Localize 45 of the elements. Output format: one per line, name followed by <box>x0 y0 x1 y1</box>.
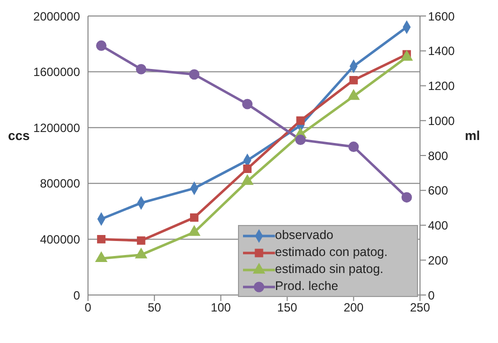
y2-tick-label: 600 <box>428 184 448 198</box>
y2-tick-label: 1400 <box>428 44 456 58</box>
y-tick-label: 0 <box>73 288 80 302</box>
x-tick-label: 50 <box>148 300 162 315</box>
point <box>402 192 412 203</box>
legend-label: estimado con patog. <box>275 244 388 261</box>
y-tick-label: 1600000 <box>33 65 80 80</box>
x-tick-label: 250 <box>410 300 430 315</box>
point <box>296 116 305 125</box>
point <box>349 76 358 84</box>
y-axis-title: ccs <box>8 128 30 144</box>
y2-tick-label: 400 <box>428 218 448 233</box>
legend-label: estimado sin patog. <box>275 261 384 278</box>
y-tick-label: 2000000 <box>33 9 80 24</box>
x-tick-label: 100 <box>210 300 232 315</box>
point <box>188 226 200 236</box>
point <box>348 90 360 100</box>
y2-tick-label: 800 <box>428 148 448 163</box>
point <box>96 40 106 51</box>
point <box>189 69 200 80</box>
y-tick-label: 400000 <box>40 232 80 246</box>
point <box>243 164 252 173</box>
point <box>295 134 306 146</box>
legend-label: Prod. leche <box>275 278 338 295</box>
point <box>348 142 359 152</box>
x-tick-label: 150 <box>277 300 298 315</box>
y2-tick-label: 0 <box>428 288 435 302</box>
point <box>241 174 254 185</box>
y-tick-label: 800000 <box>40 176 80 191</box>
point <box>242 98 253 110</box>
y-tick-label: 1200000 <box>33 120 80 135</box>
point <box>95 252 108 262</box>
point <box>97 234 106 244</box>
y2-tick-label: 200 <box>428 253 448 268</box>
y2-tick-label: 1200 <box>428 79 456 94</box>
y2-tick-label: 1600 <box>428 9 456 24</box>
x-tick-label: 0 <box>84 300 92 315</box>
x-tick-label: 200 <box>344 300 364 315</box>
point <box>190 213 198 222</box>
point <box>136 236 146 245</box>
y2-tick-label: 1000 <box>428 114 456 128</box>
point <box>136 64 146 74</box>
y2-axis-title: ml <box>464 128 480 144</box>
legend-label: observado <box>275 227 334 244</box>
point <box>135 248 147 258</box>
